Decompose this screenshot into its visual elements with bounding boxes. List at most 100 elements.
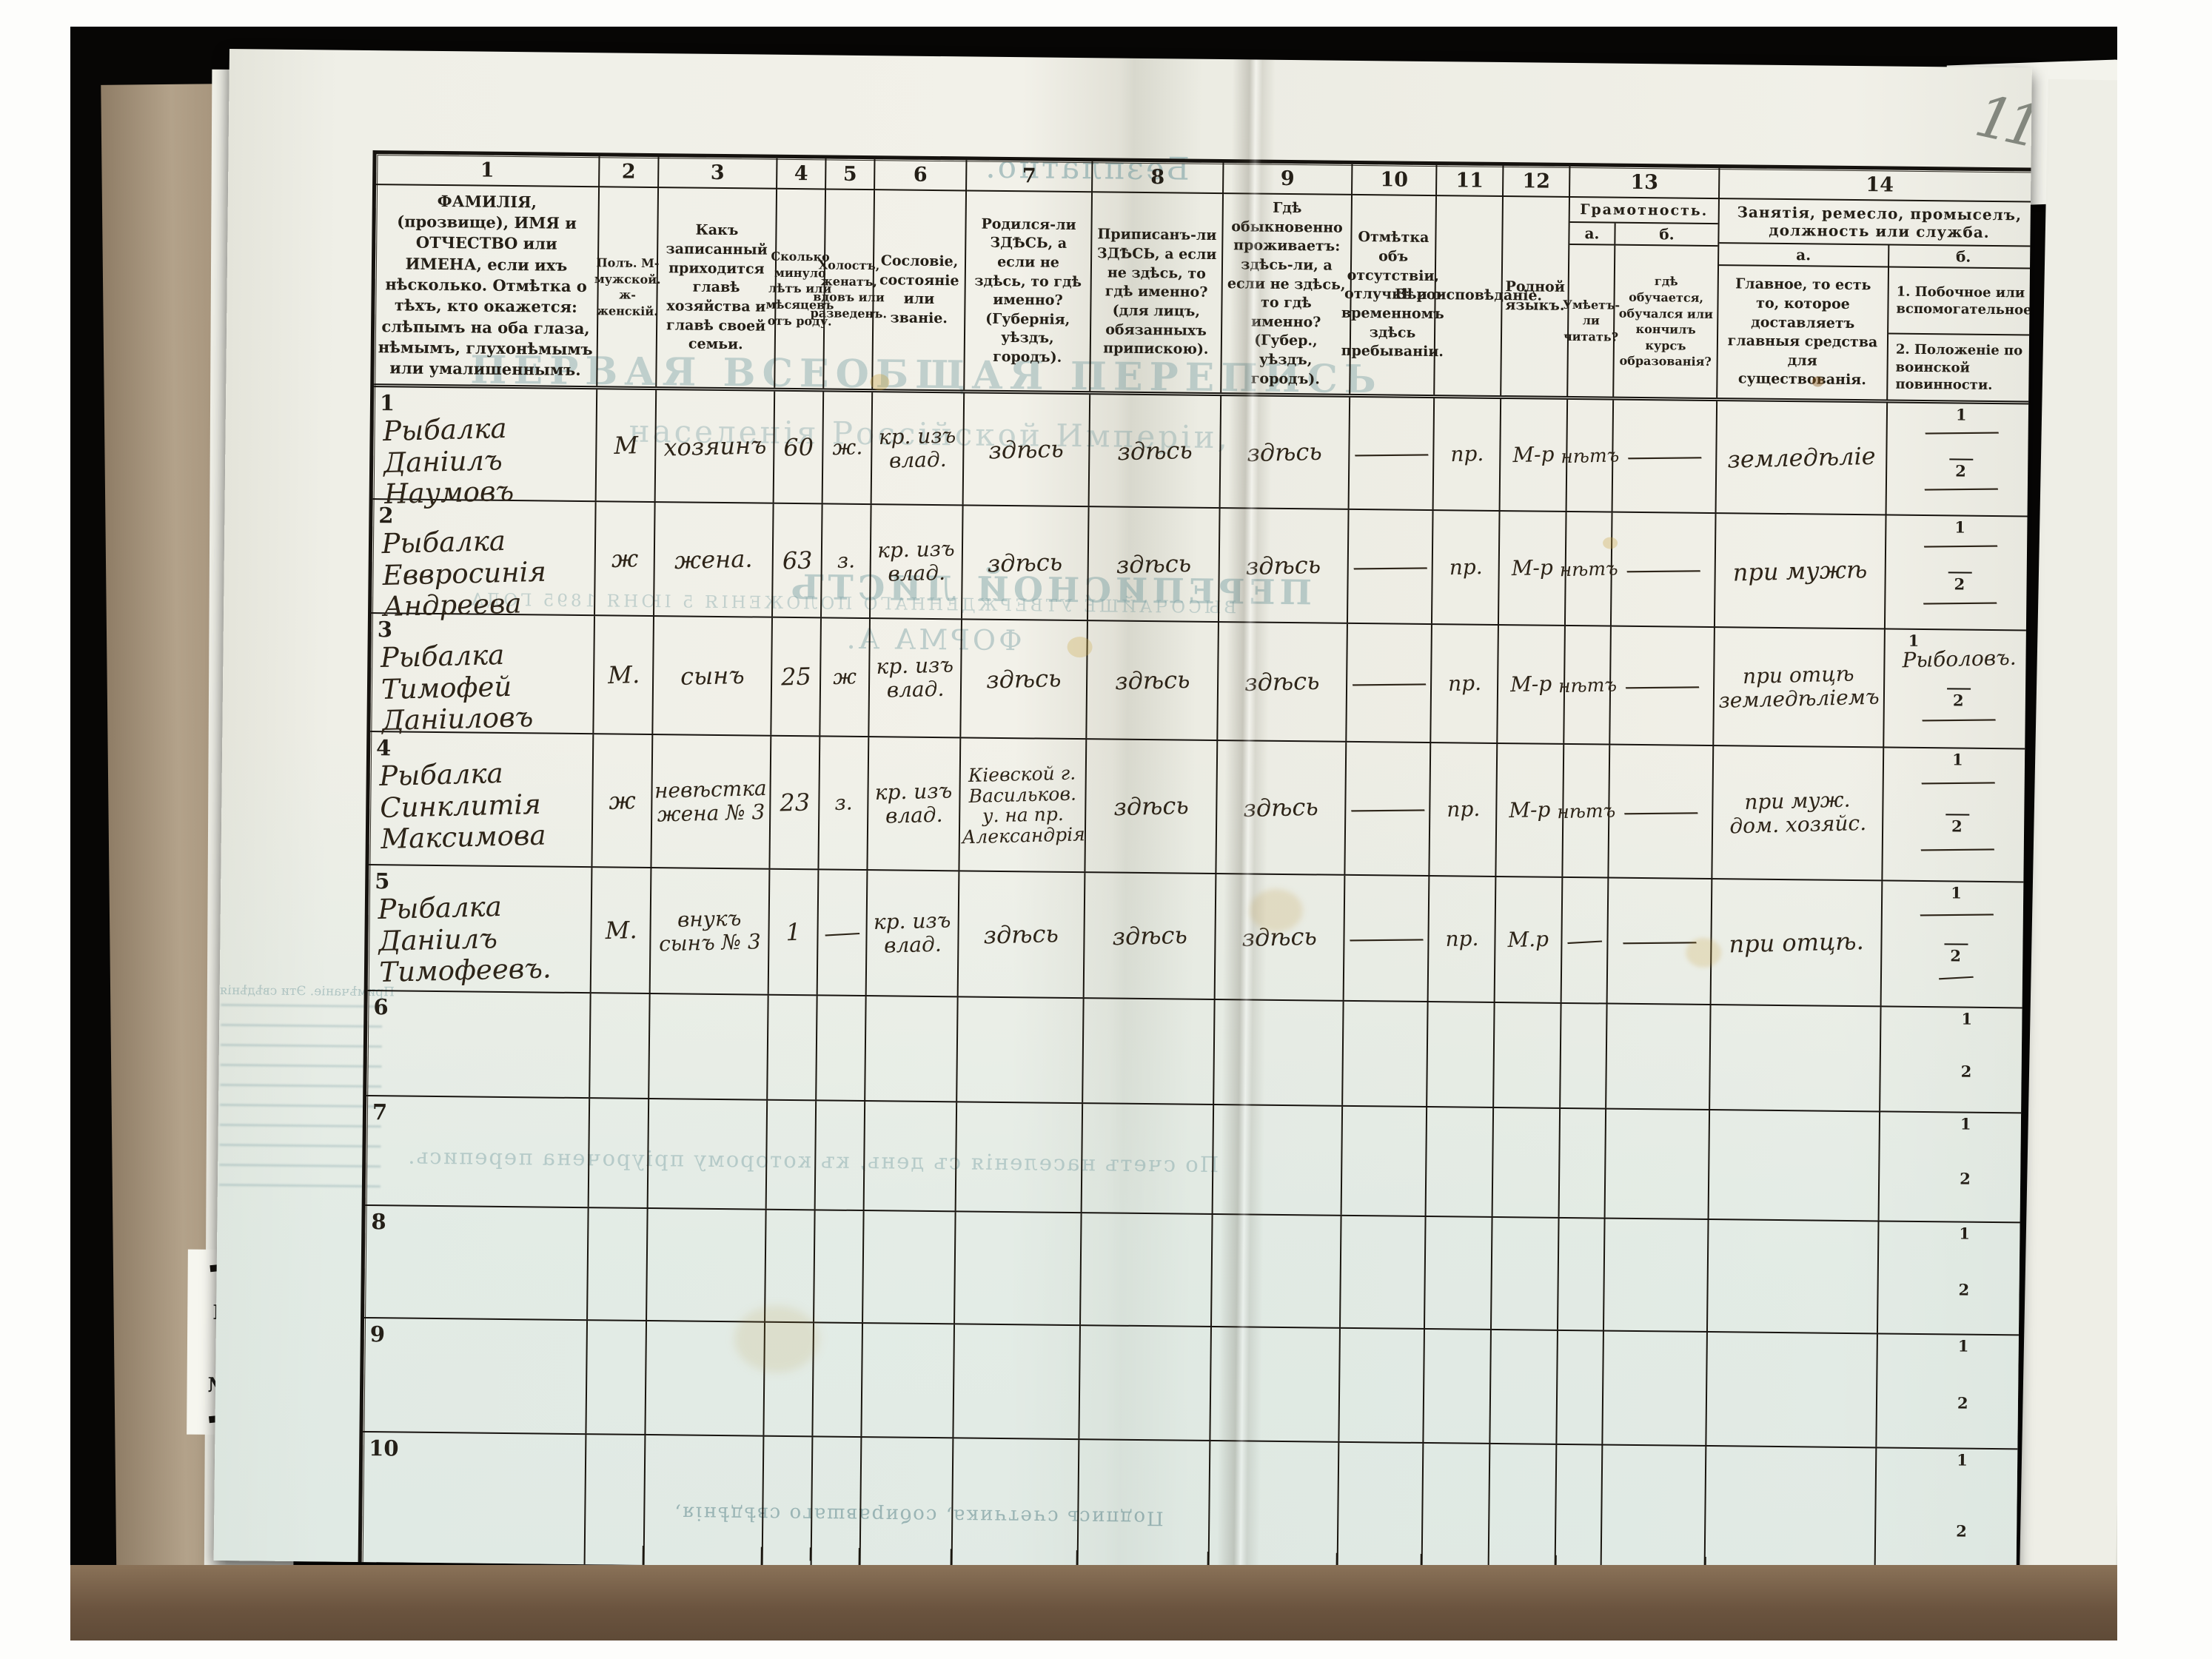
row-number: 4 xyxy=(375,735,392,761)
sub-label: 2 xyxy=(1960,1169,1971,1189)
cell-estate: кр. изъ влад. xyxy=(878,423,956,474)
table-row: 1 Рыбалка Даніилъ Наумовъ М хозяинъ 60 ж.… xyxy=(372,387,2032,518)
col-12-number: 12 xyxy=(1503,166,1571,198)
table-row: 8 1 2 xyxy=(364,1206,2032,1337)
cell-side-occupation: 1 Рыболовъ. 2— xyxy=(1884,629,2032,748)
sub-label: 2 xyxy=(1960,1062,1972,1082)
row-number: 3 xyxy=(377,617,393,643)
cell-religion: пр. xyxy=(1448,554,1483,580)
col-9-number: 9 xyxy=(1224,163,1353,195)
cell-religion: пр. xyxy=(1444,926,1479,952)
photo-area: ій Кіев № _ № Безплатно. ПЕРВАЯ ВСЕОБЩАЯ… xyxy=(70,27,2117,1640)
cell-occupation: при отцѣ. xyxy=(1728,927,1865,959)
col-9-header: Гдѣ обыкновенно проживаетъ: здѣсь-ли, а … xyxy=(1221,194,1353,395)
cell-side1: Рыболовъ. xyxy=(1902,645,2017,673)
table-row: 2 Рыбалка Еввросинія Андреева ж жена. 63 … xyxy=(372,500,2032,632)
col-6-header: Сословіе, состояніе или званіе. xyxy=(873,190,968,390)
col-6-number: 6 xyxy=(875,159,968,192)
cell-side-occupation: 1— 2— xyxy=(1881,881,2032,1008)
cell-marital: з. xyxy=(834,790,853,816)
header-row: ФАМИЛІЯ, (прозвище), ИМЯ и ОТЧЕСТВО или … xyxy=(374,185,2032,406)
col-13-header-group: Грамотность. а. б. Умѣетъ-ли читать? гдѣ… xyxy=(1563,197,1720,398)
cell-born: Кіевской г. Васильков. у. на пр. Алексан… xyxy=(961,762,1085,848)
cell-side-occupation: 1 2 xyxy=(1877,1334,2028,1449)
col-7-header: Родился-ли ЗДѢСЬ, а если не здѣсь, то гд… xyxy=(965,191,1093,392)
col-12-header: Родной языкъ. xyxy=(1501,197,1570,397)
census-table: 1 2 3 4 5 6 7 8 9 10 11 12 13 14 ФАМИЛІЯ… xyxy=(358,150,2032,1580)
occupation-b-desc: 1. Побочное или вспомогательное. 2. Поло… xyxy=(1888,267,2032,402)
cell-absence: — xyxy=(1342,923,1430,953)
cell-age: 60 xyxy=(782,432,814,462)
cell-born: здѣсь xyxy=(983,919,1059,950)
cell-reads: — xyxy=(1563,925,1606,956)
pencil-page-number: 11 xyxy=(1969,82,2032,161)
cell-educated: — xyxy=(1620,554,1707,584)
col-1-header: ФАМИЛІЯ, (прозвище), ИМЯ и ОТЧЕСТВО или … xyxy=(374,185,600,386)
cell-absence: — xyxy=(1347,552,1434,582)
cell-name: Рыбалка Синклитія Максимова xyxy=(378,757,546,856)
cell-relation: сынъ xyxy=(680,660,745,691)
cell-sex: ж xyxy=(608,786,637,816)
row-number: 2 xyxy=(378,503,394,529)
cell-religion: пр. xyxy=(1449,441,1484,467)
cell-educated: — xyxy=(1615,926,1703,956)
cell-side2: — xyxy=(1934,960,1977,991)
cell-side-occupation: 1— 2— xyxy=(1885,515,2032,630)
cell-side1: — xyxy=(1914,766,2002,797)
cell-name: Рыбалка Еввросинія Андреева xyxy=(381,525,547,623)
col-14-header-group: Занятія, ремесло, промыселъ, должность и… xyxy=(1717,199,2032,402)
cell-occupation: при мужѣ xyxy=(1732,555,1868,587)
cell-side-occupation: 1 2 xyxy=(1879,1112,2031,1222)
sub-label: 1 xyxy=(1957,1336,1969,1356)
cell-absence: — xyxy=(1345,668,1432,697)
literacy-descriptions: Умѣетъ-ли читать? гдѣ обучается, обучалс… xyxy=(1563,244,1717,398)
cell-age: 25 xyxy=(780,662,811,691)
cell-reads: нѣтъ xyxy=(1556,799,1616,822)
cell-age: 1 xyxy=(785,917,802,947)
right-page-stack xyxy=(2019,78,2117,1608)
sub-label: 2 xyxy=(1951,817,1963,836)
sub-label: 2 xyxy=(1958,1280,1970,1300)
col-2-number: 2 xyxy=(600,156,660,189)
occupation-a-label: а. xyxy=(1719,244,1890,267)
col-13-number: 13 xyxy=(1569,166,1720,200)
cell-side-occupation: 1— 2— xyxy=(1886,403,2032,516)
cell-occupation: при отцѣ земледѣліемъ xyxy=(1718,661,1880,714)
table-row: 6 1 2 xyxy=(366,991,2032,1115)
cell-resides: здѣсь xyxy=(1241,922,1318,953)
cell-born: здѣсь xyxy=(987,548,1063,578)
row-number: 10 xyxy=(369,1435,399,1461)
ghost-note-paragraph xyxy=(218,1003,383,1196)
col-8-header: Приписанъ-ли ЗДѢСЬ, а если не здѣсь, то … xyxy=(1090,192,1224,393)
cell-reads: нѣтъ xyxy=(1558,557,1618,580)
cell-sex: М. xyxy=(607,660,640,690)
cell-registered: здѣсь xyxy=(1116,549,1192,580)
cell-side-occupation: 1 2 xyxy=(1877,1221,2029,1335)
cell-educated: — xyxy=(1617,797,1704,826)
cell-side2: — xyxy=(1914,703,2002,734)
sub-label: 1 xyxy=(1959,1224,1971,1244)
cell-name: Рыбалка Даніилъ Тимофеевъ. xyxy=(377,891,552,989)
cell-sex: ж xyxy=(611,544,639,574)
table-row: 9 1 2 xyxy=(363,1318,2032,1451)
cell-language: М.р xyxy=(1507,927,1549,953)
occupation-b2-desc: 2. Положеніе по воинской повинности. xyxy=(1888,332,2032,402)
cell-estate: кр. изъ влад. xyxy=(876,652,954,703)
occupation-b1-desc: 1. Побочное или вспомогательное. xyxy=(1896,284,2032,318)
cell-language: М-р xyxy=(1509,671,1552,697)
cell-reads: нѣтъ xyxy=(1560,443,1620,467)
wooden-table-surface xyxy=(70,1565,2117,1640)
cell-marital: ж xyxy=(832,664,857,690)
row-number: 9 xyxy=(369,1321,386,1347)
col-5-number: 5 xyxy=(826,158,876,191)
row-number: 7 xyxy=(372,1099,388,1125)
sub-label: 1 xyxy=(1960,1114,1971,1134)
cell-reads: нѣтъ xyxy=(1558,673,1617,697)
occupation-sublabels: а. б. xyxy=(1719,244,2032,269)
cell-side-occupation: 1 2 xyxy=(1880,1007,2031,1113)
table-row: 5 Рыбалка Даніилъ Тимофеевъ. М. внукъ сын… xyxy=(367,865,2032,1010)
cell-estate: кр. изъ влад. xyxy=(873,908,951,959)
col-5-header: Холостъ, женатъ, вдовъ или разведенъ. xyxy=(810,190,887,389)
cell-marital: ж. xyxy=(831,435,863,460)
